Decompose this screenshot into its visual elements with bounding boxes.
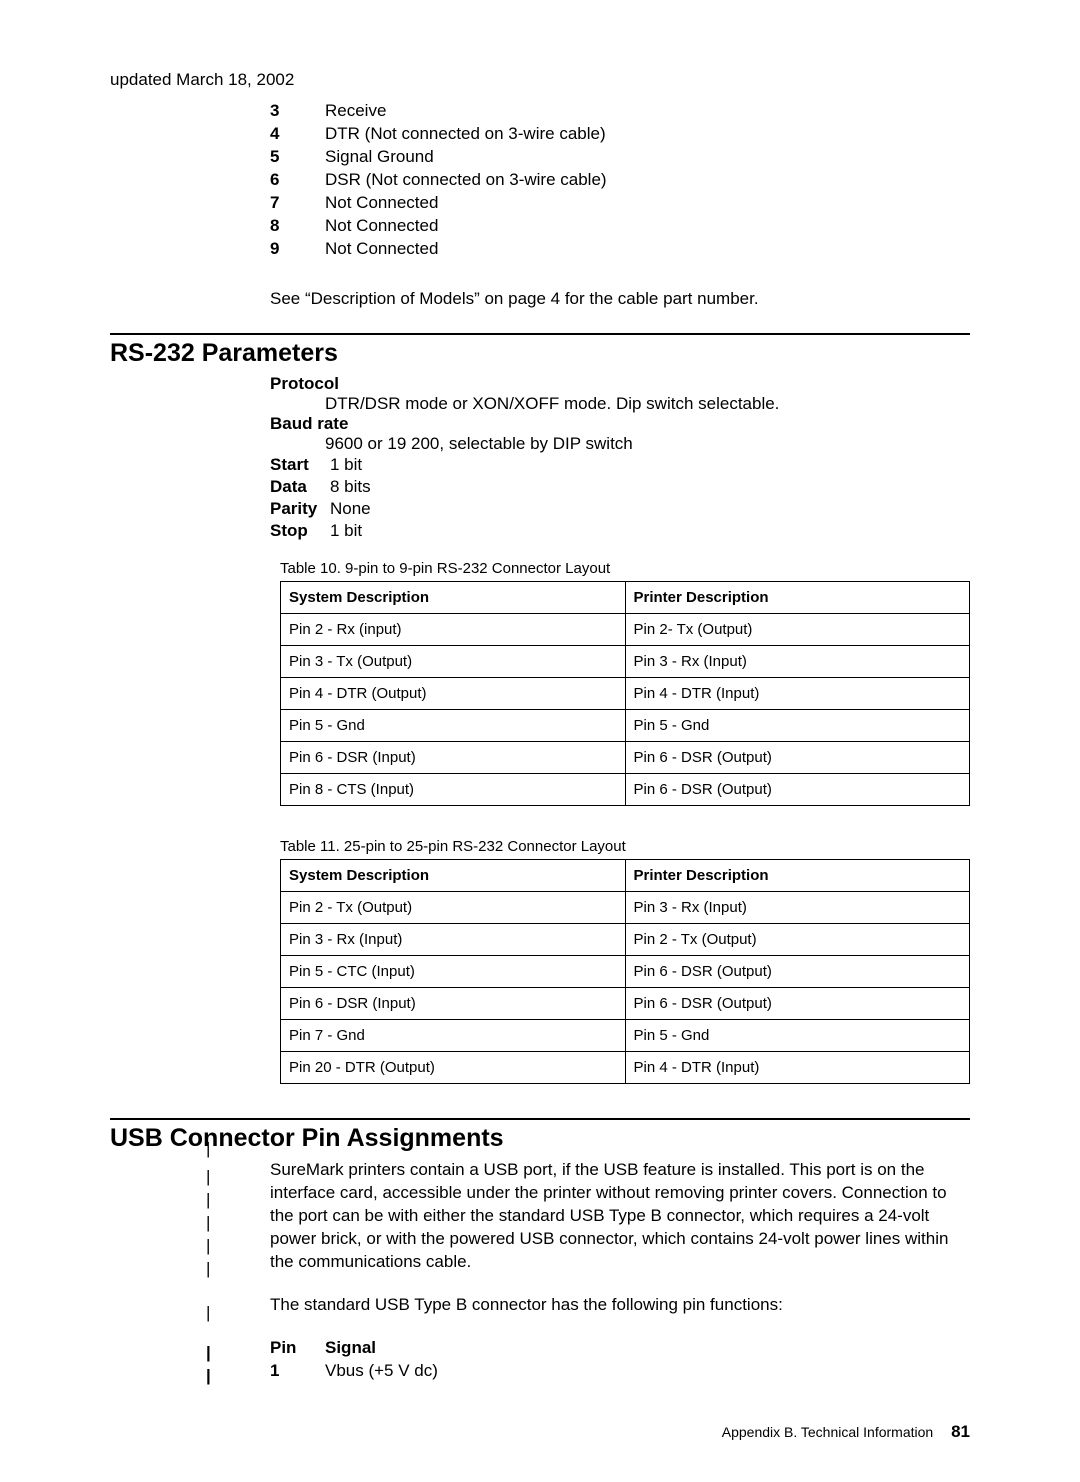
revision-bar-icon: | <box>206 1344 211 1361</box>
param-key: Data <box>270 476 330 498</box>
usb-pin-signal: Vbus (+5 V dc) <box>325 1360 970 1383</box>
table-cell: Pin 5 - Gnd <box>625 709 970 741</box>
table-header: Printer Description <box>625 581 970 613</box>
protocol-label: Protocol <box>270 374 970 394</box>
revision-bar-icon: | <box>206 1140 210 1157</box>
pin-num: 8 <box>270 215 325 238</box>
cable-note: See “Description of Models” on page 4 fo… <box>270 289 970 309</box>
section-rule <box>110 333 970 335</box>
pin-num: 4 <box>270 123 325 146</box>
pin-num: 3 <box>270 100 325 123</box>
usb-pin-num: 1 <box>270 1360 325 1383</box>
table-cell: Pin 6 - DSR (Input) <box>281 741 626 773</box>
revision-bar-icon: | <box>206 1168 210 1185</box>
baud-label: Baud rate <box>270 414 970 434</box>
table-cell: Pin 6 - DSR (Output) <box>625 987 970 1019</box>
table-cell: Pin 5 - CTC (Input) <box>281 955 626 987</box>
pin-desc: DSR (Not connected on 3-wire cable) <box>325 169 970 192</box>
pin-desc: Receive <box>325 100 970 123</box>
table-cell: Pin 6 - DSR (Output) <box>625 955 970 987</box>
updated-date: updated March 18, 2002 <box>110 70 970 90</box>
page-number: 81 <box>951 1422 970 1441</box>
pin-desc: Signal Ground <box>325 146 970 169</box>
pin-num: 6 <box>270 169 325 192</box>
usb-paragraph-1: SureMark printers contain a USB port, if… <box>270 1159 970 1274</box>
table-header: System Description <box>281 581 626 613</box>
pin-desc: DTR (Not connected on 3-wire cable) <box>325 123 970 146</box>
table-cell: Pin 5 - Gnd <box>281 709 626 741</box>
page-footer: Appendix B. Technical Information 81 <box>110 1422 970 1442</box>
param-key: Stop <box>270 520 330 542</box>
protocol-value: DTR/DSR mode or XON/XOFF mode. Dip switc… <box>325 394 970 414</box>
param-val: 1 bit <box>330 454 362 476</box>
revision-bar-icon: | <box>206 1237 210 1254</box>
table-cell: Pin 6 - DSR (Input) <box>281 987 626 1019</box>
usb-paragraph-2: The standard USB Type B connector has th… <box>270 1294 970 1317</box>
table-cell: Pin 2 - Tx (Output) <box>281 891 626 923</box>
revision-bar-icon: | <box>206 1214 210 1231</box>
table-cell: Pin 7 - Gnd <box>281 1019 626 1051</box>
param-val: None <box>330 498 371 520</box>
usb-signal-header: Signal <box>325 1337 970 1360</box>
table-cell: Pin 3 - Rx (Input) <box>281 923 626 955</box>
param-key: Parity <box>270 498 330 520</box>
section-rule <box>110 1118 970 1120</box>
param-key: Start <box>270 454 330 476</box>
table-cell: Pin 6 - DSR (Output) <box>625 773 970 805</box>
pin-desc: Not Connected <box>325 238 970 261</box>
table-cell: Pin 20 - DTR (Output) <box>281 1051 626 1083</box>
table-cell: Pin 4 - DTR (Output) <box>281 677 626 709</box>
revision-bar-icon: | <box>206 1367 211 1384</box>
table11-caption: Table 11. 25-pin to 25-pin RS-232 Connec… <box>280 838 970 855</box>
baud-value: 9600 or 19 200, selectable by DIP switch <box>325 434 970 454</box>
usb-pin-header: Pin <box>270 1337 325 1360</box>
table-cell: Pin 5 - Gnd <box>625 1019 970 1051</box>
table-cell: Pin 6 - DSR (Output) <box>625 741 970 773</box>
footer-text: Appendix B. Technical Information <box>722 1424 933 1440</box>
table-cell: Pin 3 - Rx (Input) <box>625 891 970 923</box>
param-val: 8 bits <box>330 476 371 498</box>
rs232-params: Protocol DTR/DSR mode or XON/XOFF mode. … <box>270 374 970 542</box>
revision-bar-icon: | <box>206 1304 210 1321</box>
revision-bar-icon: | <box>206 1191 210 1208</box>
table10: System Description Printer Description P… <box>280 581 970 806</box>
pin-num: 5 <box>270 146 325 169</box>
table-cell: Pin 3 - Tx (Output) <box>281 645 626 677</box>
pin-num: 9 <box>270 238 325 261</box>
table-cell: Pin 2 - Tx (Output) <box>625 923 970 955</box>
table-header: System Description <box>281 859 626 891</box>
table10-caption: Table 10. 9-pin to 9-pin RS-232 Connecto… <box>280 560 970 577</box>
table-cell: Pin 8 - CTS (Input) <box>281 773 626 805</box>
usb-heading: USB Connector Pin Assignments <box>110 1124 970 1153</box>
param-val: 1 bit <box>330 520 362 542</box>
table-cell: Pin 2 - Rx (input) <box>281 613 626 645</box>
top-pin-list: 3Receive 4DTR (Not connected on 3-wire c… <box>270 100 970 261</box>
pin-num: 7 <box>270 192 325 215</box>
table-cell: Pin 4 - DTR (Input) <box>625 677 970 709</box>
rs232-heading: RS-232 Parameters <box>110 339 970 368</box>
table-cell: Pin 3 - Rx (Input) <box>625 645 970 677</box>
table-cell: Pin 4 - DTR (Input) <box>625 1051 970 1083</box>
revision-bar-icon: | <box>206 1260 210 1277</box>
pin-desc: Not Connected <box>325 215 970 238</box>
pin-desc: Not Connected <box>325 192 970 215</box>
table-header: Printer Description <box>625 859 970 891</box>
table11: System Description Printer Description P… <box>280 859 970 1084</box>
table-cell: Pin 2- Tx (Output) <box>625 613 970 645</box>
